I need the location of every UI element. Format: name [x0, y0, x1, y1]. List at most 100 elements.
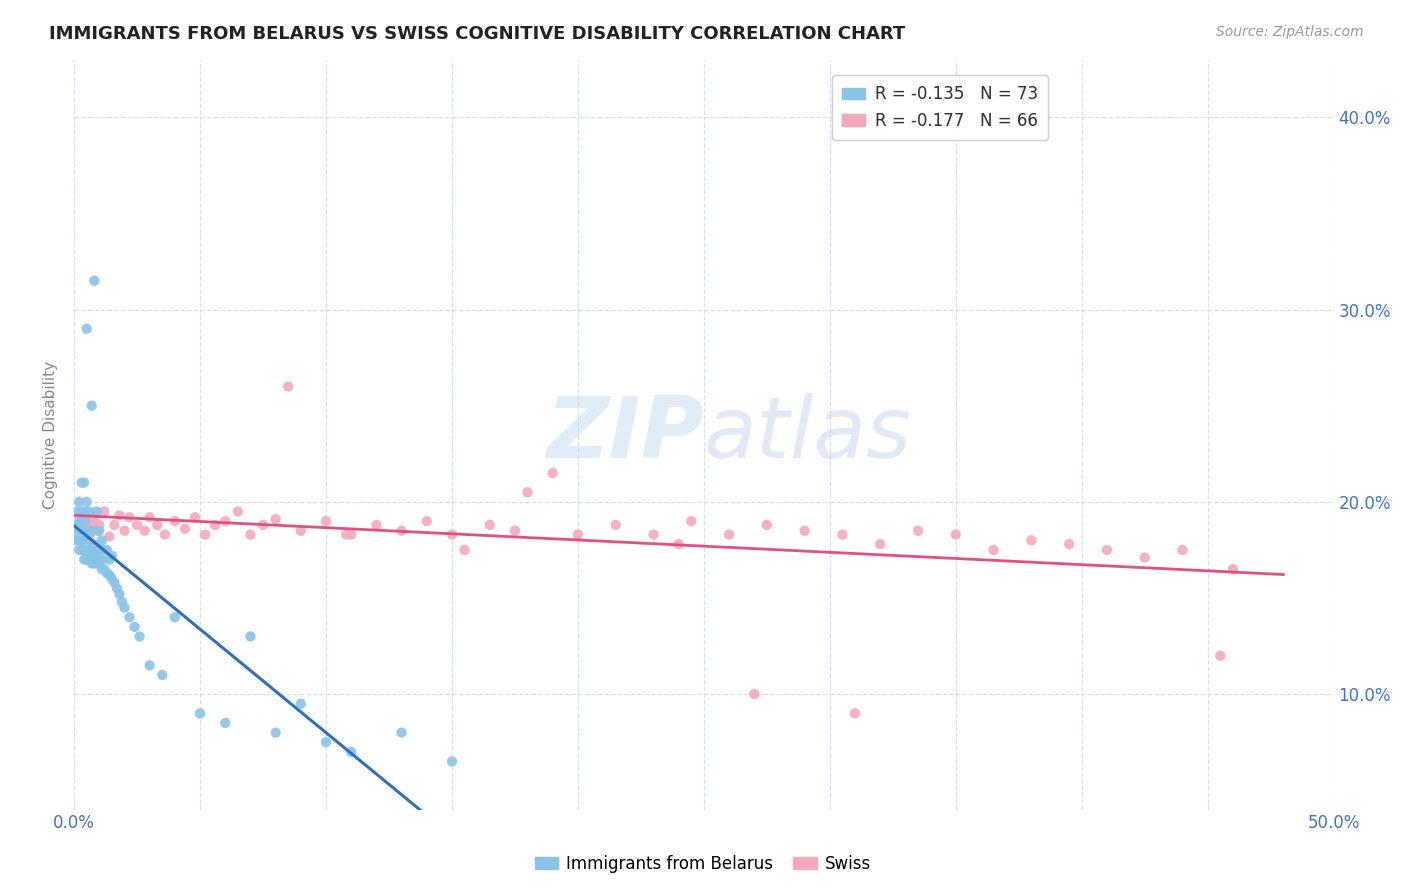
Point [124, 620, 146, 634]
Point [755, 518, 778, 533]
Point [67, 518, 90, 533]
Point [1222, 562, 1244, 576]
Point [264, 512, 287, 526]
Point [742, 687, 765, 701]
Point [643, 527, 665, 541]
Point [194, 527, 217, 541]
Point [105, 582, 128, 596]
Point [366, 518, 388, 533]
Point [793, 524, 815, 538]
Point [277, 379, 299, 393]
Point [478, 518, 501, 533]
Point [340, 527, 363, 541]
Point [86, 524, 108, 538]
Point [67, 533, 90, 548]
Point [1133, 550, 1156, 565]
Point [391, 725, 413, 739]
Point [335, 527, 357, 541]
Point [83, 537, 105, 551]
Point [90, 552, 112, 566]
Point [108, 508, 131, 523]
Point [108, 587, 131, 601]
Point [204, 518, 226, 533]
Point [86, 504, 108, 518]
Point [163, 610, 186, 624]
Point [73, 514, 96, 528]
Text: atlas: atlas [704, 393, 912, 476]
Point [118, 610, 141, 624]
Point [111, 595, 134, 609]
Point [83, 510, 105, 524]
Point [65, 533, 87, 548]
Point [77, 527, 100, 541]
Point [264, 725, 287, 739]
Point [668, 537, 690, 551]
Point [907, 524, 929, 538]
Point [67, 543, 90, 558]
Point [67, 495, 90, 509]
Point [76, 495, 98, 509]
Point [73, 524, 96, 538]
Point [76, 322, 98, 336]
Point [416, 514, 439, 528]
Point [76, 552, 98, 566]
Point [90, 562, 112, 576]
Point [391, 524, 413, 538]
Text: Source: ZipAtlas.com: Source: ZipAtlas.com [1216, 25, 1364, 39]
Point [98, 529, 121, 543]
Point [214, 514, 236, 528]
Point [89, 543, 111, 558]
Point [844, 706, 866, 721]
Point [80, 524, 103, 538]
Point [226, 504, 249, 518]
Point [440, 755, 463, 769]
Point [70, 543, 93, 558]
Point [1057, 537, 1080, 551]
Point [718, 527, 741, 541]
Point [73, 533, 96, 548]
Point [98, 552, 121, 566]
Point [73, 543, 96, 558]
Point [138, 510, 160, 524]
Point [134, 524, 156, 538]
Point [93, 504, 115, 518]
Point [945, 527, 967, 541]
Point [103, 575, 125, 590]
Point [214, 716, 236, 731]
Point [89, 524, 111, 538]
Point [567, 527, 589, 541]
Point [86, 557, 108, 571]
Point [70, 504, 93, 518]
Point [340, 745, 363, 759]
Point [70, 524, 93, 538]
Point [114, 524, 136, 538]
Point [869, 537, 891, 551]
Point [174, 522, 197, 536]
Point [153, 527, 176, 541]
Point [77, 504, 100, 518]
Point [89, 552, 111, 566]
Point [252, 518, 274, 533]
Point [983, 543, 1005, 558]
Point [239, 527, 262, 541]
Point [96, 566, 118, 580]
Point [73, 475, 96, 490]
Point [77, 543, 100, 558]
Point [73, 504, 96, 518]
Text: IMMIGRANTS FROM BELARUS VS SWISS COGNITIVE DISABILITY CORRELATION CHART: IMMIGRANTS FROM BELARUS VS SWISS COGNITI… [49, 25, 905, 43]
Point [77, 552, 100, 566]
Point [184, 510, 207, 524]
Point [80, 557, 103, 571]
Point [138, 658, 160, 673]
Point [65, 524, 87, 538]
Point [516, 485, 538, 500]
Legend: R = -0.135   N = 73, R = -0.177   N = 66: R = -0.135 N = 73, R = -0.177 N = 66 [832, 76, 1049, 140]
Point [163, 514, 186, 528]
Point [1171, 543, 1194, 558]
Point [76, 514, 98, 528]
Point [83, 557, 105, 571]
Point [80, 399, 103, 413]
Point [76, 524, 98, 538]
Text: ZIP: ZIP [547, 393, 704, 476]
Point [290, 524, 312, 538]
